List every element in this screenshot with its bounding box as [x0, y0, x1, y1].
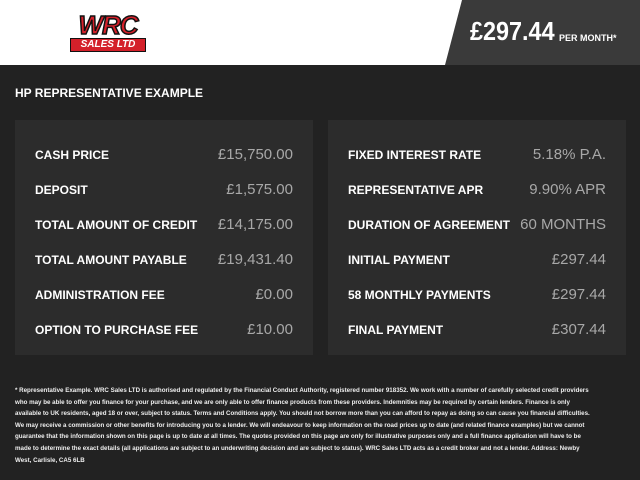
row-value: £297.44	[551, 286, 606, 303]
row-value: £297.44	[551, 251, 606, 268]
finance-row: INITIAL PAYMENT £297.44	[348, 242, 606, 277]
logo-top: WRC	[78, 10, 140, 40]
header-bg	[0, 0, 640, 65]
finance-row: TOTAL AMOUNT PAYABLE £19,431.40	[35, 242, 293, 277]
row-value: 9.90% APR	[529, 181, 606, 198]
finance-row: CASH PRICE £15,750.00	[35, 137, 293, 172]
row-value: 60 MONTHS	[520, 216, 606, 233]
left-panel: CASH PRICE £15,750.00 DEPOSIT £1,575.00 TOTA…	[15, 120, 313, 355]
row-label: DURATION OF AGREEMENT	[348, 217, 510, 232]
row-label: INITIAL PAYMENT	[348, 252, 450, 267]
row-label: OPTION TO PURCHASE FEE	[35, 322, 199, 337]
row-value: £19,431.40	[217, 251, 293, 268]
finance-row: REPRESENTATIVE APR 9.90% APR	[348, 172, 606, 207]
row-value: 5.18% P.A.	[532, 146, 606, 163]
row-value: £14,175.00	[217, 216, 293, 233]
row-label: FINAL PAYMENT	[348, 322, 444, 337]
row-label: DEPOSIT	[35, 182, 88, 197]
row-label: REPRESENTATIVE APR	[348, 182, 484, 197]
row-value: £307.44	[551, 321, 606, 338]
row-label: 58 MONTHLY PAYMENTS	[348, 287, 491, 302]
finance-row: FINAL PAYMENT £307.44	[348, 312, 606, 347]
price-suffix: PER MONTH*	[559, 33, 617, 43]
row-value: £0.00	[255, 286, 293, 303]
row-label: FIXED INTEREST RATE	[348, 147, 482, 162]
finance-row: FIXED INTEREST RATE 5.18% P.A.	[348, 137, 606, 172]
row-label: ADMINISTRATION FEE	[35, 287, 165, 302]
finance-row: TOTAL AMOUNT OF CREDIT £14,175.00	[35, 207, 293, 242]
finance-row: DURATION OF AGREEMENT 60 MONTHS	[348, 207, 606, 242]
finance-row: OPTION TO PURCHASE FEE £10.00	[35, 312, 293, 347]
right-panel: FIXED INTEREST RATE 5.18% P.A. REPRESENTAT…	[328, 120, 626, 355]
finance-row: DEPOSIT £1,575.00	[35, 172, 293, 207]
section-title: HP REPRESENTATIVE EXAMPLE	[15, 86, 204, 100]
row-label: TOTAL AMOUNT PAYABLE	[35, 252, 187, 267]
finance-row: ADMINISTRATION FEE £0.00	[35, 277, 293, 312]
finance-row: 58 MONTHLY PAYMENTS £297.44	[348, 277, 606, 312]
row-value: £15,750.00	[217, 146, 293, 163]
row-value: £1,575.00	[226, 181, 293, 198]
logo-bottom: SALES LTD	[70, 38, 146, 52]
footnote: * Representative Example. WRC Sales LTD …	[15, 387, 590, 464]
row-value: £10.00	[247, 321, 293, 338]
row-label: TOTAL AMOUNT OF CREDIT	[35, 217, 198, 232]
logo[interactable]: WRC SALES LTD	[66, 10, 150, 52]
row-label: CASH PRICE	[35, 147, 110, 162]
monthly-price: £297.44	[470, 16, 555, 46]
